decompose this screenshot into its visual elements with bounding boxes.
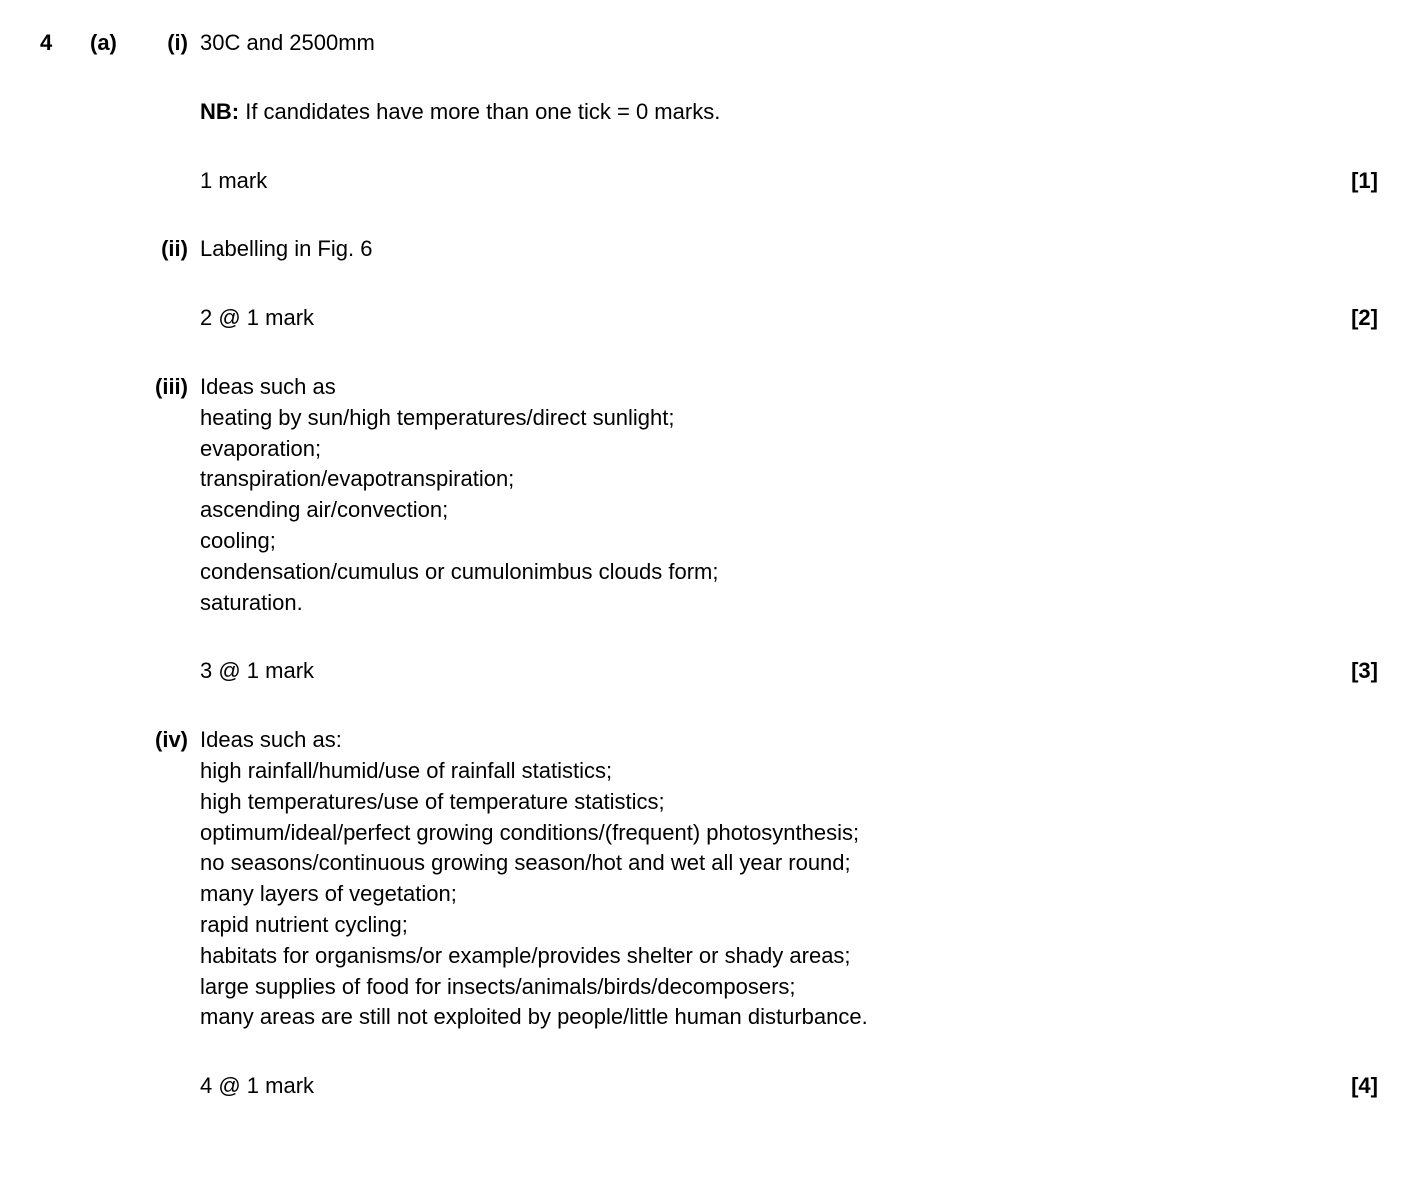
idea-item: condensation/cumulus or cumulonimbus clo… <box>200 557 1298 588</box>
subpart-iv: (iv) Ideas such as: high rainfall/humid/… <box>145 725 1378 1102</box>
idea-item: large supplies of food for insects/anima… <box>200 972 1298 1003</box>
mark-badge: [1] <box>1351 166 1378 197</box>
idea-item: ascending air/convection; <box>200 495 1298 526</box>
mark-badge: [4] <box>1351 1071 1378 1102</box>
idea-item: no seasons/continuous growing season/hot… <box>200 848 1298 879</box>
subpart-roman: (iii) <box>145 372 200 687</box>
subpart-content: 30C and 2500mm NB: If candidates have mo… <box>200 28 1378 196</box>
idea-item: habitats for organisms/or example/provid… <box>200 941 1298 972</box>
idea-item: heating by sun/high temperatures/direct … <box>200 403 1298 434</box>
subpart-roman: (i) <box>145 28 200 196</box>
subparts-container: (i) 30C and 2500mm NB: If candidates hav… <box>145 28 1378 1140</box>
subpart-i: (i) 30C and 2500mm NB: If candidates hav… <box>145 28 1378 196</box>
nb-line: NB: If candidates have more than one tic… <box>200 97 1298 128</box>
mark-text: 3 @ 1 mark <box>200 656 1298 687</box>
idea-item: rapid nutrient cycling; <box>200 910 1298 941</box>
idea-item: high rainfall/humid/use of rainfall stat… <box>200 756 1298 787</box>
idea-item: saturation. <box>200 588 1298 619</box>
subpart-roman: (iv) <box>145 725 200 1102</box>
idea-item: many areas are still not exploited by pe… <box>200 1002 1298 1033</box>
subpart-content: Labelling in Fig. 6 2 @ 1 mark <box>200 234 1378 334</box>
ideas-list: high rainfall/humid/use of rainfall stat… <box>200 756 1298 1033</box>
mark-text: 2 @ 1 mark <box>200 303 1298 334</box>
subpart-ii: (ii) Labelling in Fig. 6 2 @ 1 mark [2] <box>145 234 1378 334</box>
question-number: 4 <box>40 28 90 1140</box>
idea-item: transpiration/evapotranspiration; <box>200 464 1298 495</box>
subpart-roman: (ii) <box>145 234 200 334</box>
mark-badge: [3] <box>1351 656 1378 687</box>
answer-text: Labelling in Fig. 6 <box>200 234 1298 265</box>
ideas-intro: Ideas such as: <box>200 725 1298 756</box>
mark-text: 1 mark <box>200 166 1298 197</box>
question-container: 4 (a) (i) 30C and 2500mm NB: If candidat… <box>40 28 1378 1140</box>
idea-item: cooling; <box>200 526 1298 557</box>
subpart-iii: (iii) Ideas such as heating by sun/high … <box>145 372 1378 687</box>
idea-item: evaporation; <box>200 434 1298 465</box>
nb-text: If candidates have more than one tick = … <box>239 99 720 124</box>
mark-text: 4 @ 1 mark <box>200 1071 1298 1102</box>
part-letter: (a) <box>90 28 145 1140</box>
idea-item: high temperatures/use of temperature sta… <box>200 787 1298 818</box>
answer-text: 30C and 2500mm <box>200 28 1298 59</box>
subpart-content: Ideas such as heating by sun/high temper… <box>200 372 1378 687</box>
idea-item: optimum/ideal/perfect growing conditions… <box>200 818 1298 849</box>
subpart-content: Ideas such as: high rainfall/humid/use o… <box>200 725 1378 1102</box>
mark-badge: [2] <box>1351 303 1378 334</box>
ideas-intro: Ideas such as <box>200 372 1298 403</box>
ideas-list: heating by sun/high temperatures/direct … <box>200 403 1298 619</box>
nb-label: NB: <box>200 99 239 124</box>
idea-item: many layers of vegetation; <box>200 879 1298 910</box>
